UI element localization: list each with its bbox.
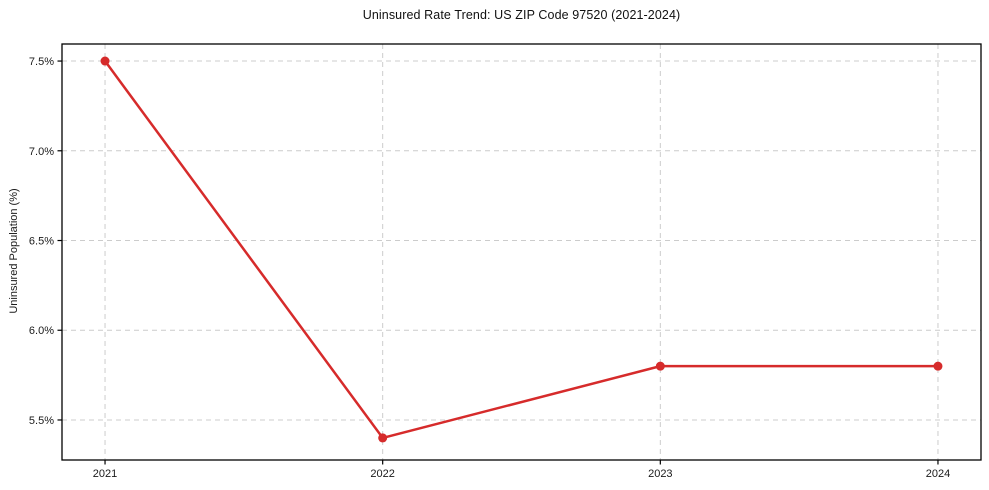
- x-tick-label: 2024: [926, 468, 950, 480]
- y-tick-label: 5.5%: [29, 415, 54, 427]
- x-tick-label: 2021: [93, 468, 117, 480]
- data-point: [933, 361, 943, 371]
- y-tick-label: 6.0%: [29, 325, 54, 337]
- y-tick-label: 7.0%: [29, 146, 54, 158]
- data-point: [378, 433, 388, 443]
- y-tick-label: 6.5%: [29, 236, 54, 248]
- data-point: [655, 361, 665, 371]
- chart-title: Uninsured Rate Trend: US ZIP Code 97520 …: [362, 8, 681, 22]
- data-point: [100, 56, 110, 66]
- data-line: [103, 59, 940, 440]
- y-tick-label: 7.5%: [29, 56, 54, 68]
- x-tick-label: 2023: [648, 468, 672, 480]
- plot-border: [61, 43, 982, 461]
- x-tick-label: 2022: [370, 468, 394, 480]
